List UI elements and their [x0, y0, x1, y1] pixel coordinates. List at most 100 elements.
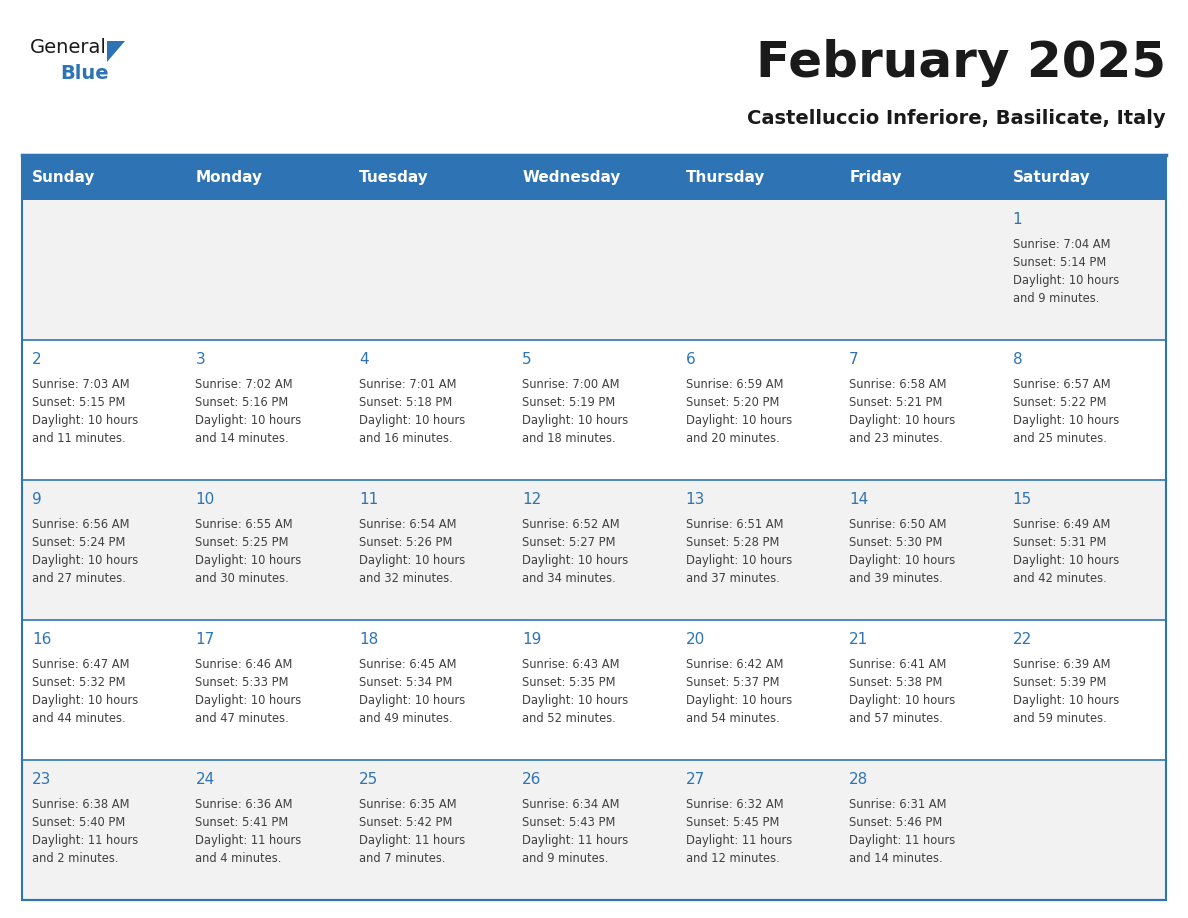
Text: Daylight: 10 hours: Daylight: 10 hours — [849, 694, 955, 707]
Text: Sunset: 5:34 PM: Sunset: 5:34 PM — [359, 676, 453, 689]
Text: Daylight: 10 hours: Daylight: 10 hours — [1012, 414, 1119, 427]
Text: Monday: Monday — [196, 170, 263, 185]
Text: Sunrise: 6:59 AM: Sunrise: 6:59 AM — [685, 378, 783, 391]
Text: Sunrise: 6:55 AM: Sunrise: 6:55 AM — [196, 518, 293, 531]
Text: Daylight: 10 hours: Daylight: 10 hours — [359, 554, 466, 567]
Text: 24: 24 — [196, 772, 215, 787]
Text: Daylight: 11 hours: Daylight: 11 hours — [523, 834, 628, 847]
Text: and 9 minutes.: and 9 minutes. — [523, 852, 608, 865]
Text: and 44 minutes.: and 44 minutes. — [32, 712, 126, 725]
Text: and 7 minutes.: and 7 minutes. — [359, 852, 446, 865]
Text: Sunrise: 6:42 AM: Sunrise: 6:42 AM — [685, 658, 783, 671]
Text: Sunrise: 6:49 AM: Sunrise: 6:49 AM — [1012, 518, 1110, 531]
Text: Daylight: 10 hours: Daylight: 10 hours — [1012, 274, 1119, 287]
Text: 7: 7 — [849, 352, 859, 367]
Text: Daylight: 10 hours: Daylight: 10 hours — [32, 694, 138, 707]
Text: Friday: Friday — [849, 170, 902, 185]
Text: Sunrise: 7:01 AM: Sunrise: 7:01 AM — [359, 378, 456, 391]
Bar — [23, 155, 1165, 900]
Text: Sunset: 5:16 PM: Sunset: 5:16 PM — [196, 396, 289, 409]
Text: Sunset: 5:19 PM: Sunset: 5:19 PM — [523, 396, 615, 409]
Bar — [23, 480, 1165, 620]
Text: 14: 14 — [849, 492, 868, 507]
Text: Sunset: 5:15 PM: Sunset: 5:15 PM — [32, 396, 126, 409]
Text: 9: 9 — [32, 492, 42, 507]
Text: Daylight: 11 hours: Daylight: 11 hours — [32, 834, 138, 847]
Text: and 57 minutes.: and 57 minutes. — [849, 712, 943, 725]
Text: and 54 minutes.: and 54 minutes. — [685, 712, 779, 725]
Text: Castelluccio Inferiore, Basilicate, Italy: Castelluccio Inferiore, Basilicate, Ital… — [747, 108, 1165, 128]
Text: Sunset: 5:22 PM: Sunset: 5:22 PM — [1012, 396, 1106, 409]
Text: Sunset: 5:33 PM: Sunset: 5:33 PM — [196, 676, 289, 689]
Text: Daylight: 10 hours: Daylight: 10 hours — [685, 554, 792, 567]
Text: Sunset: 5:32 PM: Sunset: 5:32 PM — [32, 676, 126, 689]
Text: 12: 12 — [523, 492, 542, 507]
Text: and 9 minutes.: and 9 minutes. — [1012, 292, 1099, 305]
Text: and 23 minutes.: and 23 minutes. — [849, 432, 943, 445]
Text: 23: 23 — [32, 772, 51, 787]
Text: 28: 28 — [849, 772, 868, 787]
Text: Daylight: 10 hours: Daylight: 10 hours — [685, 414, 792, 427]
Text: Wednesday: Wednesday — [523, 170, 620, 185]
Text: Daylight: 10 hours: Daylight: 10 hours — [849, 554, 955, 567]
Text: and 27 minutes.: and 27 minutes. — [32, 572, 126, 585]
Text: 26: 26 — [523, 772, 542, 787]
Bar — [23, 200, 1165, 340]
Text: Sunset: 5:39 PM: Sunset: 5:39 PM — [1012, 676, 1106, 689]
Text: Daylight: 10 hours: Daylight: 10 hours — [1012, 694, 1119, 707]
Text: Sunset: 5:26 PM: Sunset: 5:26 PM — [359, 536, 453, 549]
Text: 25: 25 — [359, 772, 378, 787]
Text: Daylight: 10 hours: Daylight: 10 hours — [359, 414, 466, 427]
Text: 3: 3 — [196, 352, 206, 367]
Bar — [23, 340, 1165, 480]
Text: Sunrise: 7:02 AM: Sunrise: 7:02 AM — [196, 378, 293, 391]
Text: Sunset: 5:21 PM: Sunset: 5:21 PM — [849, 396, 942, 409]
Text: and 11 minutes.: and 11 minutes. — [32, 432, 126, 445]
Text: 10: 10 — [196, 492, 215, 507]
Text: Sunset: 5:31 PM: Sunset: 5:31 PM — [1012, 536, 1106, 549]
Text: and 52 minutes.: and 52 minutes. — [523, 712, 617, 725]
Text: and 14 minutes.: and 14 minutes. — [849, 852, 943, 865]
Text: Daylight: 11 hours: Daylight: 11 hours — [685, 834, 792, 847]
Text: Daylight: 10 hours: Daylight: 10 hours — [685, 694, 792, 707]
Text: Daylight: 10 hours: Daylight: 10 hours — [1012, 554, 1119, 567]
Text: Sunset: 5:27 PM: Sunset: 5:27 PM — [523, 536, 615, 549]
Text: Sunset: 5:30 PM: Sunset: 5:30 PM — [849, 536, 942, 549]
Text: Blue: Blue — [61, 64, 108, 83]
Text: 19: 19 — [523, 632, 542, 647]
Text: 11: 11 — [359, 492, 378, 507]
Text: Sunday: Sunday — [32, 170, 95, 185]
Text: Sunrise: 6:50 AM: Sunrise: 6:50 AM — [849, 518, 947, 531]
Text: General: General — [30, 38, 107, 57]
Text: Sunrise: 7:04 AM: Sunrise: 7:04 AM — [1012, 238, 1110, 251]
Text: Daylight: 10 hours: Daylight: 10 hours — [32, 414, 138, 427]
Text: and 42 minutes.: and 42 minutes. — [1012, 572, 1106, 585]
Text: Sunrise: 6:41 AM: Sunrise: 6:41 AM — [849, 658, 947, 671]
Text: Sunrise: 6:35 AM: Sunrise: 6:35 AM — [359, 798, 456, 811]
Text: Daylight: 10 hours: Daylight: 10 hours — [196, 414, 302, 427]
Text: Sunrise: 6:57 AM: Sunrise: 6:57 AM — [1012, 378, 1111, 391]
Text: Sunrise: 6:43 AM: Sunrise: 6:43 AM — [523, 658, 620, 671]
Bar — [23, 760, 1165, 900]
Text: Sunrise: 6:52 AM: Sunrise: 6:52 AM — [523, 518, 620, 531]
Text: Daylight: 10 hours: Daylight: 10 hours — [196, 694, 302, 707]
Text: Sunrise: 6:58 AM: Sunrise: 6:58 AM — [849, 378, 947, 391]
Text: and 20 minutes.: and 20 minutes. — [685, 432, 779, 445]
Text: 2: 2 — [32, 352, 42, 367]
Polygon shape — [107, 41, 125, 62]
Text: Sunset: 5:20 PM: Sunset: 5:20 PM — [685, 396, 779, 409]
Text: Sunrise: 6:47 AM: Sunrise: 6:47 AM — [32, 658, 129, 671]
Text: Tuesday: Tuesday — [359, 170, 429, 185]
Bar — [23, 155, 1165, 200]
Text: and 16 minutes.: and 16 minutes. — [359, 432, 453, 445]
Text: Sunset: 5:43 PM: Sunset: 5:43 PM — [523, 816, 615, 829]
Text: Daylight: 10 hours: Daylight: 10 hours — [523, 554, 628, 567]
Text: 6: 6 — [685, 352, 695, 367]
Text: Daylight: 10 hours: Daylight: 10 hours — [32, 554, 138, 567]
Text: 16: 16 — [32, 632, 51, 647]
Text: Sunrise: 6:39 AM: Sunrise: 6:39 AM — [1012, 658, 1110, 671]
Text: Sunrise: 6:38 AM: Sunrise: 6:38 AM — [32, 798, 129, 811]
Text: Daylight: 11 hours: Daylight: 11 hours — [196, 834, 302, 847]
Text: Sunset: 5:18 PM: Sunset: 5:18 PM — [359, 396, 453, 409]
Text: and 37 minutes.: and 37 minutes. — [685, 572, 779, 585]
